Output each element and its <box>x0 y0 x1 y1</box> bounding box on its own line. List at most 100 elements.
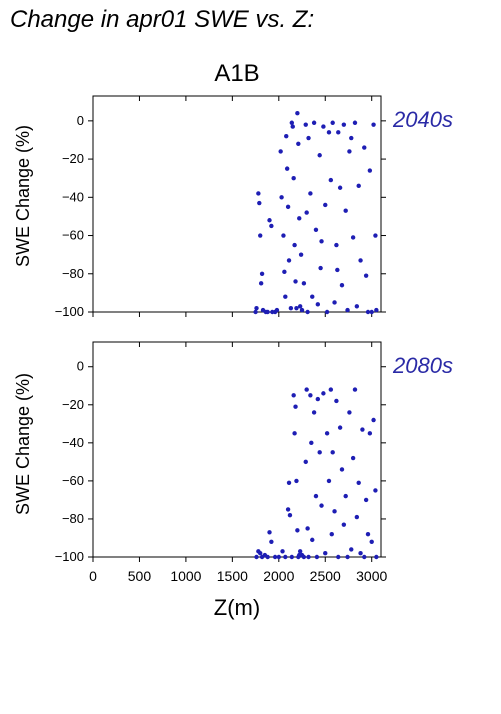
panel-2080s-y-tick-label-4: −80 <box>62 511 84 526</box>
panel-2040s-points <box>253 111 379 315</box>
panel-2040s-point-5 <box>258 281 264 286</box>
panel-2080s-point-18 <box>293 404 298 409</box>
panel-2080s-point-57 <box>352 387 358 392</box>
panel-2080s-y-tick-label-3: −60 <box>62 473 84 488</box>
panel-2080s-point-29 <box>306 554 311 560</box>
panel-2080s: 2080s 0 −20 −40 −60 −80 −100 0 500 1000 1500 2000… <box>13 341 453 584</box>
panel-2040s-point-79 <box>335 267 340 273</box>
panel-2040s-point-17 <box>281 233 286 238</box>
panel-2040s-y-tick-label-3: −60 <box>62 228 84 243</box>
panel-2040s-point-76 <box>374 307 379 313</box>
panel-2040s-point-56 <box>336 130 341 135</box>
panel-2040s-point-34 <box>297 304 303 309</box>
panel-2040s-point-2 <box>256 191 261 196</box>
panel-2040s-point-4 <box>258 233 263 238</box>
panel-2040s-point-24 <box>288 305 294 311</box>
panel-2080s-point-42 <box>326 478 332 484</box>
panel-2080s-point-62 <box>362 554 367 560</box>
panel-2040s-point-21 <box>284 166 290 171</box>
panel-2040s-y-tick-label-2: −40 <box>62 189 84 204</box>
panel-2080s-point-58 <box>354 514 360 520</box>
panel-2040s-point-69 <box>362 145 367 150</box>
panel-2080s-points <box>254 387 379 560</box>
panel-2040s-point-35 <box>298 252 304 257</box>
panel-2040s-point-54 <box>332 300 337 305</box>
panel-2080s-point-12 <box>285 507 291 512</box>
panel-2080s-point-11 <box>283 554 288 560</box>
panel-2080s-point-17 <box>292 431 297 436</box>
panel-2080s-point-56 <box>350 455 356 461</box>
panel-2040s-point-38 <box>304 210 309 215</box>
panel-2080s-point-33 <box>311 410 317 415</box>
panel-2080s-y-tick-label-5: −100 <box>55 549 84 564</box>
panel-2040s-point-53 <box>330 120 335 125</box>
panel-2040s-point-43 <box>311 120 317 125</box>
panel-2040s-point-41 <box>308 191 313 196</box>
panel-2040s-point-57 <box>337 185 343 190</box>
panel-2040s-point-29 <box>293 279 298 284</box>
panel-2040s-y-tick-label-4: −80 <box>62 266 84 281</box>
panel-2080s-point-59 <box>356 480 361 485</box>
panel-2040s: 2040s 0 −20 −40 −60 −80 −100 SWE Change (%) <box>13 95 453 319</box>
panel-2040s-point-10 <box>267 218 272 223</box>
panel-2080s-point-60 <box>358 550 363 556</box>
panel-2040s-point-30 <box>294 305 299 311</box>
panel-2040s-point-14 <box>274 307 280 313</box>
panel-2040s-y-axis-label: SWE Change (%) <box>13 125 33 267</box>
panel-2040s-point-26 <box>290 124 295 129</box>
panel-2080s-point-27 <box>304 387 309 392</box>
panel-2040s-point-0 <box>253 309 258 315</box>
panel-2040s-point-23 <box>286 258 292 263</box>
panel-2080s-point-26 <box>303 459 308 465</box>
panel-2080s-point-15 <box>289 554 295 560</box>
panel-2040s-point-63 <box>349 135 354 141</box>
panel-2040s-point-37 <box>303 122 308 127</box>
panel-2080s-point-5 <box>265 554 270 560</box>
panel-2080s-point-55 <box>349 547 354 552</box>
panel-label-2080s: 2080s <box>392 353 453 378</box>
panel-2080s-y-tick-label-0: 0 <box>77 359 84 374</box>
panel-2080s-point-6 <box>267 530 272 535</box>
panel-2080s-point-54 <box>347 410 352 415</box>
panel-2040s-frame <box>92 95 382 313</box>
panel-2080s-frame <box>92 341 382 558</box>
panel-2040s-y-tick-label-0: 0 <box>77 113 84 128</box>
panel-2040s-point-65 <box>352 120 358 125</box>
panel-2080s-point-44 <box>329 531 334 537</box>
panel-2080s-point-36 <box>315 396 321 402</box>
panel-2040s-point-6 <box>259 271 265 276</box>
panel-2040s-point-15 <box>278 149 283 154</box>
panel-2080s-point-34 <box>313 493 319 499</box>
panel-2040s-point-31 <box>295 111 300 116</box>
panel-2080s-point-10 <box>280 549 285 554</box>
panel-2080s-point-9 <box>276 554 282 560</box>
panel-2080s-point-32 <box>310 537 315 543</box>
panel-2080s-y-ticks: 0 −20 −40 −60 −80 −100 <box>55 359 386 564</box>
panel-2040s-point-71 <box>365 309 371 315</box>
panel-2040s-point-52 <box>328 177 334 183</box>
panel-2080s-point-66 <box>369 539 374 544</box>
panel-2080s-point-16 <box>291 393 296 398</box>
panel-2080s-point-20 <box>295 528 300 533</box>
panel-2040s-point-50 <box>324 309 330 315</box>
panel-2080s-point-46 <box>332 509 337 514</box>
panel-2080s-point-28 <box>305 526 310 531</box>
panel-2040s-point-58 <box>339 283 345 288</box>
panel-2040s-point-42 <box>310 294 315 299</box>
panel-2080s-point-49 <box>337 425 343 430</box>
panel-2040s-point-22 <box>285 204 291 210</box>
x-tick-label-5: 2500 <box>310 568 341 584</box>
panel-2040s-x-ticks <box>92 96 373 317</box>
panel-2040s-point-1 <box>254 305 259 311</box>
panel-2040s-point-70 <box>363 273 369 278</box>
panel-2040s-point-9 <box>265 309 270 315</box>
panel-2080s-point-7 <box>269 539 274 544</box>
panel-2080s-point-14 <box>287 512 293 518</box>
panel-2080s-point-64 <box>365 531 371 537</box>
x-tick-label-1: 500 <box>128 568 152 584</box>
panel-2040s-point-77 <box>301 281 307 286</box>
panel-2080s-point-35 <box>314 554 320 560</box>
panel-2040s-point-39 <box>305 309 310 315</box>
panel-2040s-point-59 <box>341 122 347 127</box>
